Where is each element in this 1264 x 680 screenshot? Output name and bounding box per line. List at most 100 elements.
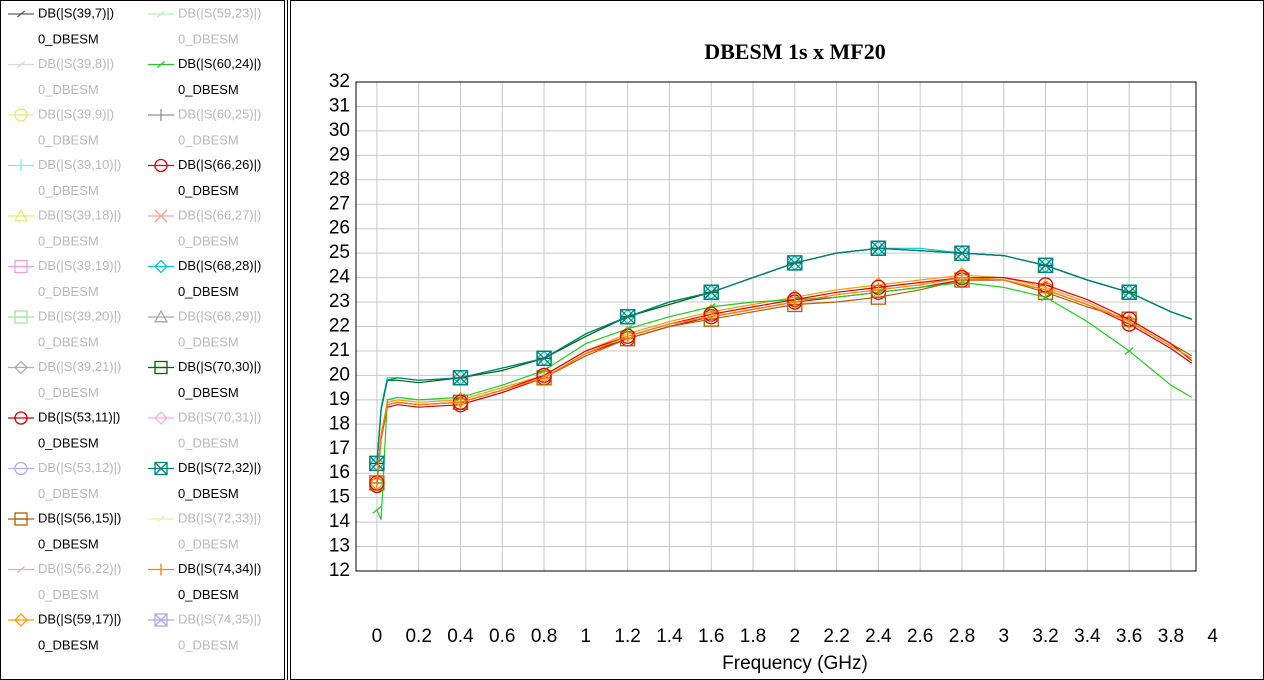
legend-label: DB(|S(53,11)|) bbox=[38, 409, 120, 424]
legend-source: 0_DBESM bbox=[178, 31, 239, 46]
legend-label: DB(|S(66,26)|) bbox=[178, 157, 261, 172]
legend-source: 0_DBESM bbox=[38, 385, 99, 400]
legend-source: 0_DBESM bbox=[38, 587, 99, 602]
legend-label: DB(|S(70,31)|) bbox=[178, 409, 261, 424]
y-tick-label: 30 bbox=[329, 120, 350, 141]
series-line bbox=[376, 276, 1193, 484]
legend-marker bbox=[14, 310, 28, 324]
legend-label: DB(|S(39,21)|) bbox=[38, 359, 121, 374]
legend-marker bbox=[154, 613, 168, 627]
data-marker-part bbox=[954, 245, 970, 261]
legend-marker bbox=[14, 259, 28, 274]
legend-source: 0_DBESM bbox=[38, 31, 99, 46]
legend-panel bbox=[0, 0, 285, 680]
y-tick-label: 15 bbox=[329, 487, 350, 508]
x-tick-label: 1.4 bbox=[656, 626, 683, 647]
data-marker-part bbox=[1037, 257, 1054, 274]
legend-marker bbox=[154, 158, 168, 173]
x-tick-label: 0.8 bbox=[531, 626, 557, 647]
data-marker bbox=[369, 455, 385, 472]
legend-marker-part bbox=[16, 566, 26, 573]
y-tick-label: 27 bbox=[329, 193, 350, 214]
legend-source: 0_DBESM bbox=[178, 233, 239, 248]
legend-label: DB(|S(39,10)|) bbox=[38, 157, 121, 172]
legend-marker bbox=[14, 108, 28, 122]
y-tick-label: 16 bbox=[329, 462, 350, 483]
data-marker bbox=[954, 245, 970, 261]
x-tick-label: 1.2 bbox=[614, 626, 640, 647]
legend-marker-part bbox=[154, 259, 168, 274]
legend-source: 0_DBESM bbox=[178, 536, 239, 551]
legend-marker bbox=[153, 309, 169, 323]
y-tick-label: 13 bbox=[329, 536, 350, 557]
chart-title: DBESM 1s x MF20 bbox=[704, 39, 886, 64]
data-marker-part bbox=[703, 284, 719, 300]
x-tick-label: 3.2 bbox=[1032, 626, 1058, 647]
legend-label: DB(|S(56,15)|) bbox=[38, 510, 121, 525]
x-tick-label: 4 bbox=[1207, 626, 1218, 647]
y-tick-label: 23 bbox=[329, 291, 350, 312]
legend-marker-part bbox=[154, 411, 168, 425]
x-tick-label: 0.4 bbox=[447, 626, 474, 647]
plot-panel bbox=[290, 0, 1264, 680]
data-marker-part bbox=[870, 240, 886, 256]
y-tick-label: 14 bbox=[329, 511, 351, 532]
legend-marker bbox=[13, 208, 29, 222]
legend-marker-part bbox=[153, 309, 169, 323]
legend-marker bbox=[16, 10, 26, 18]
legend-source: 0_DBESM bbox=[38, 637, 99, 652]
data-marker bbox=[452, 370, 469, 386]
y-tick-label: 21 bbox=[329, 340, 350, 361]
legend-label: DB(|S(68,29)|) bbox=[178, 308, 261, 323]
legend-marker-part bbox=[156, 61, 166, 68]
legend-label: DB(|S(59,23)|) bbox=[178, 5, 261, 20]
legend-marker-part bbox=[154, 209, 168, 223]
data-marker-part bbox=[703, 284, 719, 300]
legend-marker bbox=[16, 566, 26, 573]
legend-marker-part bbox=[154, 613, 168, 627]
x-tick-label: 1.6 bbox=[698, 626, 724, 647]
data-marker-part bbox=[372, 505, 382, 514]
legend-marker-part bbox=[154, 613, 168, 627]
data-marker-part bbox=[1121, 284, 1137, 300]
data-marker bbox=[536, 350, 552, 366]
legend-label: DB(|S(39,8)|) bbox=[38, 56, 114, 71]
legend-marker-part bbox=[16, 61, 26, 68]
data-marker-part bbox=[787, 255, 803, 271]
legend-label: DB(|S(74,35)|) bbox=[178, 611, 261, 626]
data-marker-part bbox=[536, 350, 552, 366]
legend-marker-part bbox=[14, 108, 28, 122]
x-tick-label: 1 bbox=[581, 626, 592, 647]
legend-label: DB(|S(59,17)|) bbox=[38, 611, 121, 626]
legend-label: DB(|S(74,34)|) bbox=[178, 561, 261, 576]
series-line bbox=[376, 274, 1193, 484]
legend-source: 0_DBESM bbox=[178, 385, 239, 400]
legend-marker bbox=[154, 461, 168, 476]
x-tick-label: 3.8 bbox=[1158, 626, 1184, 647]
legend-source: 0_DBESM bbox=[178, 334, 239, 349]
y-tick-label: 19 bbox=[329, 389, 350, 410]
y-tick-label: 24 bbox=[329, 267, 351, 288]
legend-marker-part bbox=[156, 10, 166, 18]
legend-label: DB(|S(53,12)|) bbox=[38, 460, 121, 475]
legend-source: 0_DBESM bbox=[178, 486, 239, 501]
legend-marker-part bbox=[156, 515, 166, 523]
legend-source: 0_DBESM bbox=[38, 435, 99, 450]
y-tick-label: 28 bbox=[329, 169, 350, 190]
legend-label: DB(|S(39,18)|) bbox=[38, 207, 121, 222]
legend-source: 0_DBESM bbox=[178, 183, 239, 198]
legend-marker bbox=[154, 411, 168, 425]
legend-marker bbox=[154, 259, 168, 274]
legend-marker bbox=[14, 411, 28, 425]
legend-marker-part bbox=[16, 10, 26, 18]
data-marker-part bbox=[954, 245, 970, 261]
x-tick-label: 2.8 bbox=[949, 626, 975, 647]
data-marker bbox=[619, 309, 636, 325]
legend-source: 0_DBESM bbox=[178, 82, 239, 97]
data-marker bbox=[1124, 346, 1134, 355]
legend-label: DB(|S(66,27)|) bbox=[178, 207, 261, 222]
data-marker bbox=[787, 255, 803, 271]
data-marker bbox=[372, 505, 382, 514]
data-marker bbox=[539, 366, 549, 375]
